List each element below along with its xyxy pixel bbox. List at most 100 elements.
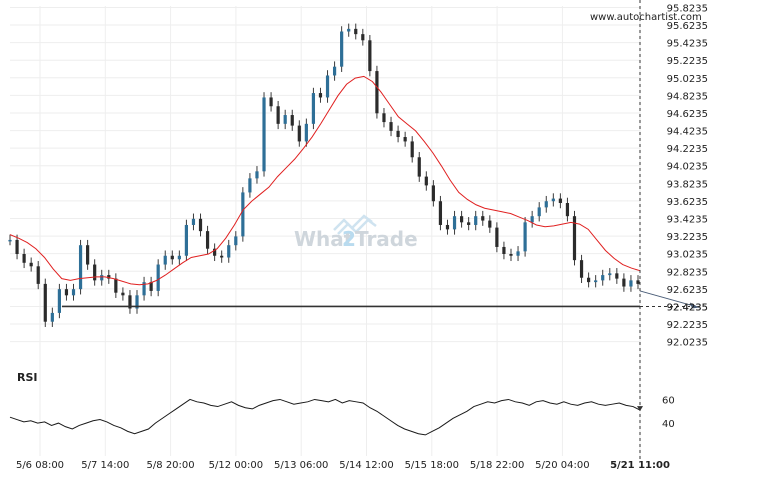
x-tick-label: 5/15 18:00 [405,460,459,471]
candle-body [50,312,54,322]
source-label[interactable]: www.autochartist.com [590,12,702,23]
candle-body [417,157,421,177]
candle-body [43,283,47,322]
y-tick-label: 92.6235 [667,285,708,296]
candle-body [57,289,61,313]
candle-body [29,262,33,267]
candle-body [269,97,273,107]
candle-body [389,122,393,131]
candle-body [636,280,640,284]
candle-body [431,185,435,202]
rsi-label: RSI [17,371,38,384]
y-tick-label: 93.0235 [667,250,708,261]
y-tick-label: 94.8235 [667,91,708,102]
watermark-chart-icon [333,214,377,235]
candle-body [509,253,513,256]
candle-body [220,255,224,258]
candle-body [523,222,527,252]
x-tick-label: 5/12 00:00 [209,460,263,471]
candle-body [241,192,245,237]
y-tick-label: 92.0235 [667,338,708,349]
candle-body [22,253,26,263]
candle-body [262,97,266,172]
forecast-arrowhead [690,302,699,309]
candle-body [205,231,210,249]
candle-body [361,34,365,41]
candle-body [445,224,450,230]
candle-body [608,273,612,276]
support-value-label: 92.4235 [667,302,708,313]
candle-body [332,66,337,76]
candle-body [481,216,485,221]
candle-body [629,280,633,287]
y-tick-label: 93.4235 [667,215,708,226]
candle-body [128,295,132,309]
candle-body [565,202,570,217]
candle-body [558,198,562,203]
y-tick-label: 93.2235 [667,232,708,243]
candle-body [142,282,146,296]
candle-body [544,201,548,208]
candle-body [213,248,217,256]
candle-body [354,28,358,35]
candle-body [191,218,196,225]
candle-body [71,289,76,296]
candle-body [579,260,584,278]
x-tick-label: 5/8 20:00 [147,460,195,471]
x-tick-label: 5/20 04:00 [535,460,589,471]
rsi-line [9,398,641,436]
y-tick-label: 95.4235 [667,39,708,50]
candle-body [551,198,555,202]
candle-body [198,218,203,232]
y-tick-label: 95.8235 [667,3,708,14]
candle-body [495,227,499,247]
x-tick-label: 5/18 22:00 [470,460,524,471]
candle-body [467,222,471,225]
candle-body [149,282,153,291]
candle-body [163,255,167,265]
candle-body [311,93,316,124]
candle-body [276,106,280,124]
y-tick-label: 92.4235 [667,302,708,313]
candle-body [340,31,344,67]
y-tick-label: 95.2235 [667,56,708,67]
candle-body [64,289,69,296]
rsi-tick-label: 40 [662,419,675,430]
candle-body [107,275,111,279]
candle-body [86,245,90,265]
watermark-text-b: 2 [342,227,356,251]
candle-body [297,125,301,142]
candle-body [255,171,259,179]
candle-body [488,220,492,228]
candle-body [516,251,520,256]
candle-body [622,278,626,287]
candle-body [347,28,351,32]
candle-body [283,115,287,124]
candle-body [100,275,104,281]
candle-body [121,292,125,296]
candle-body [375,71,379,114]
y-tick-label: 94.2235 [667,144,708,155]
moving-average-line [9,75,641,286]
candle-body [8,239,12,242]
candle-body [615,273,619,279]
x-tick-label: 5/14 12:00 [339,460,393,471]
candle-body [36,266,40,284]
candle-body [502,246,506,254]
candle-body [424,176,428,186]
candle-body [530,216,534,223]
candle-body [177,255,181,260]
candle-body [290,115,294,126]
x-tick-label: 5/13 06:00 [274,460,328,471]
x-tick-label: 5/7 14:00 [81,460,129,471]
y-tick-label: 94.6235 [667,109,708,120]
candle-body [594,280,598,283]
candle-body [537,207,541,217]
y-tick-label: 95.0235 [667,74,708,85]
candle-body [438,201,443,225]
candle-body [382,113,386,123]
candle-body [304,123,308,142]
y-tick-label: 92.8235 [667,267,708,278]
candle-body [170,255,174,260]
